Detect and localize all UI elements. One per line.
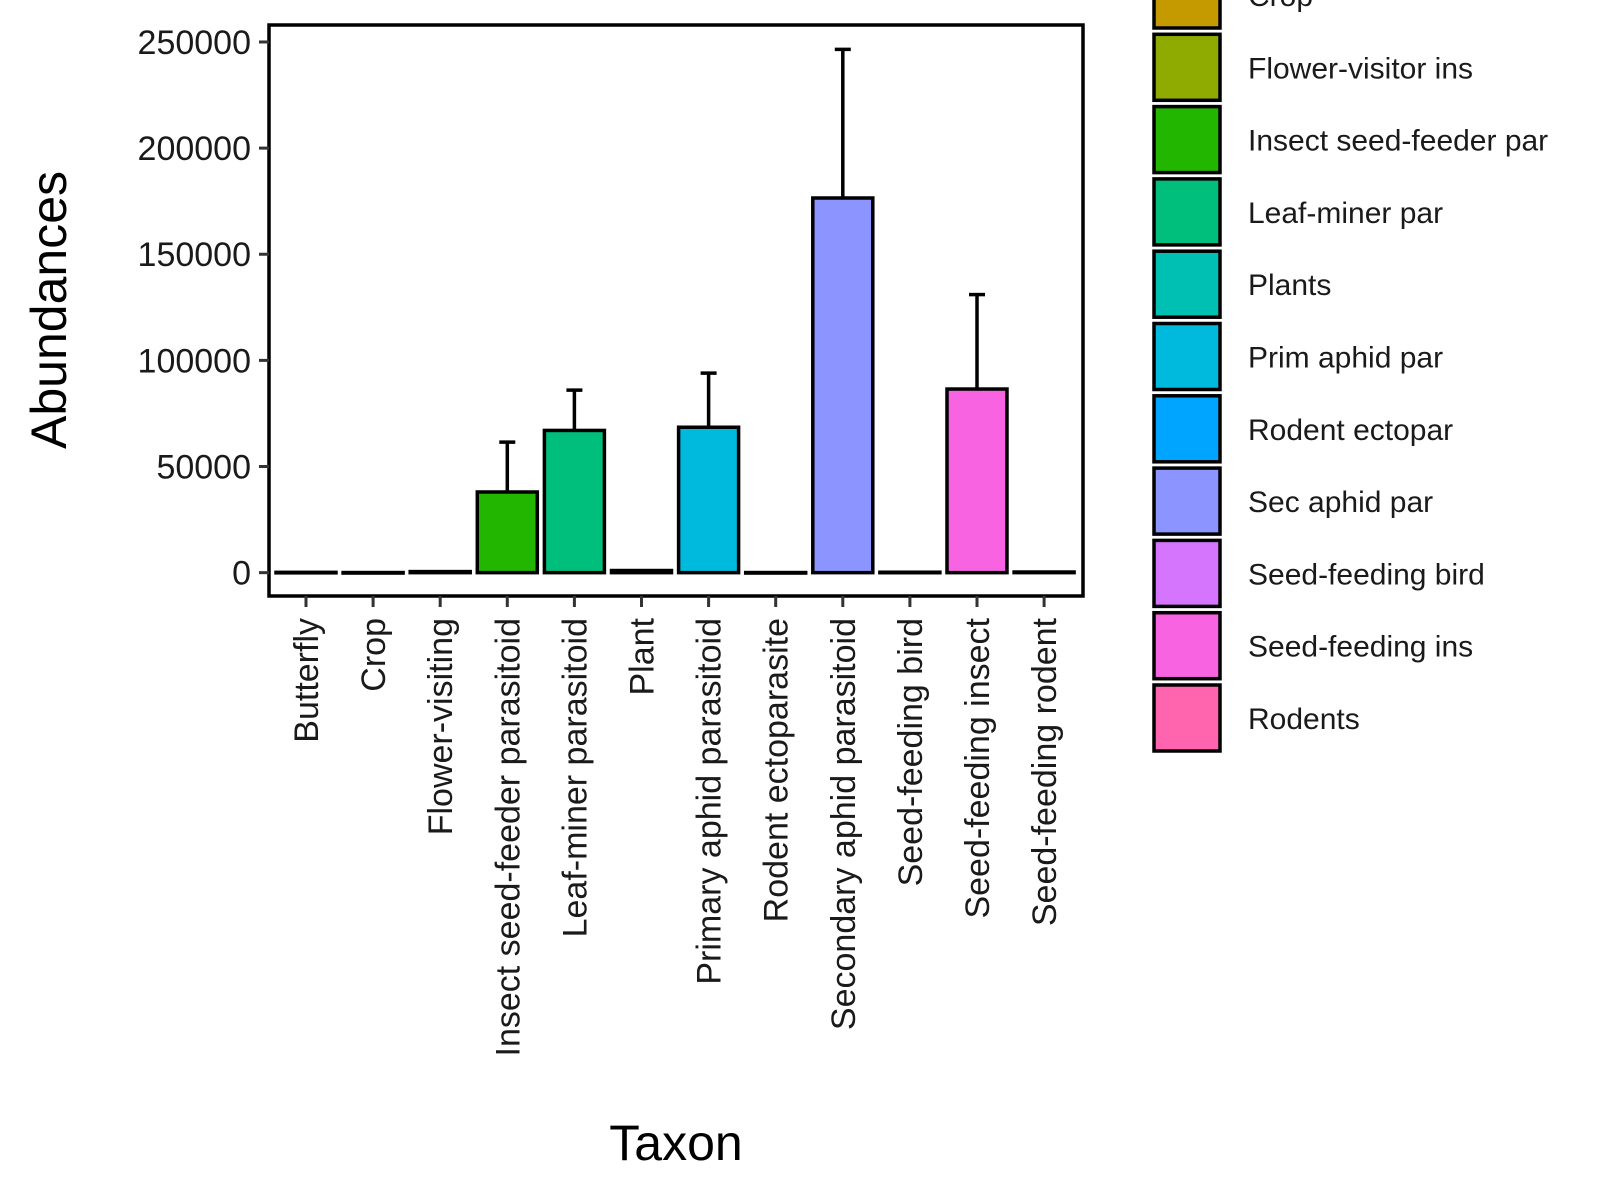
x-tick-label-10: Seed-feeding insect (959, 617, 997, 918)
y-axis: 0 50000 100000 150000 200000 250000 (138, 24, 269, 593)
legend-label-10: Rodents (1248, 703, 1360, 736)
legend-label-9: Seed-feeding ins (1248, 631, 1473, 664)
y-tick-label-3: 150000 (138, 236, 251, 274)
bar-4 (542, 428, 607, 575)
legend-item-5: Prim aphid par (1152, 321, 1443, 392)
bar-9 (878, 570, 942, 575)
error-bar-10 (969, 292, 985, 390)
legend-key-7 (1152, 466, 1222, 536)
y-tick-label-1: 50000 (156, 449, 251, 487)
legend-item-7: Sec aphid par (1152, 466, 1433, 536)
legend-key-2 (1152, 104, 1222, 175)
legend-item-2: Insect seed-feeder par (1152, 104, 1548, 175)
bars-layer (274, 196, 1076, 575)
error-bar-4 (566, 388, 583, 431)
error-bar-6 (700, 371, 717, 428)
x-tick-label-3: Insect seed-feeder parasitoid (489, 618, 527, 1056)
legend-key-5 (1152, 321, 1222, 392)
legend: Crop Flower-visitor ins Insect seed-feeder… (1152, 0, 1548, 753)
legend-label-0: Crop (1248, 0, 1313, 13)
y-tick-label-2: 100000 (138, 342, 251, 380)
x-axis-title: Taxon (609, 1115, 742, 1171)
legend-key-3 (1152, 177, 1222, 247)
x-tick-label-8: Secondary aphid parasitoid (825, 618, 863, 1030)
y-tick-label-4: 200000 (138, 130, 251, 168)
legend-item-3: Leaf-miner par (1152, 177, 1443, 247)
legend-key-1 (1152, 32, 1222, 103)
x-tick-label-1: Crop (355, 618, 393, 692)
bar-6 (676, 425, 741, 575)
bar-3 (475, 490, 540, 575)
bar-10 (945, 387, 1009, 575)
x-tick-label-2: Flower-visiting (422, 618, 460, 835)
legend-label-2: Insect seed-feeder par (1248, 125, 1548, 158)
legend-label-1: Flower-visitor ins (1248, 52, 1473, 85)
y-tick-label-5: 250000 (138, 24, 251, 62)
bar-8 (811, 196, 875, 575)
legend-key-8 (1152, 538, 1222, 609)
legend-key-10 (1152, 683, 1222, 753)
bar-0 (274, 570, 338, 575)
x-tick-label-6: Primary aphid parasitoid (691, 618, 729, 985)
error-bar-8 (834, 47, 851, 198)
legend-label-6: Rodent ectopar (1248, 414, 1453, 447)
legend-item-10: Rodents (1152, 683, 1360, 753)
y-tick-label-0: 0 (232, 555, 251, 593)
x-tick-label-7: Rodent ectoparasite (758, 618, 796, 922)
legend-key-9 (1152, 610, 1222, 681)
plot-panel-border (267, 23, 1085, 598)
y-axis-title: Abundances (21, 171, 77, 449)
legend-item-4: Plants (1152, 249, 1331, 319)
x-tick-label-11: Seed-feeding rodent (1026, 617, 1064, 926)
x-tick-label-5: Plant (624, 617, 662, 695)
legend-key-6 (1152, 394, 1222, 464)
error-bars-layer (499, 47, 985, 492)
legend-item-0: Crop (1152, 0, 1313, 30)
x-tick-label-9: Seed-feeding bird (892, 618, 930, 886)
bar-2 (408, 569, 472, 575)
legend-label-4: Plants (1248, 269, 1331, 302)
legend-key-0 (1152, 0, 1222, 30)
legend-label-3: Leaf-miner par (1248, 197, 1443, 230)
bar-11 (1012, 570, 1076, 575)
x-tick-label-4: Leaf-miner parasitoid (556, 618, 594, 937)
legend-label-7: Sec aphid par (1248, 486, 1433, 519)
legend-label-5: Prim aphid par (1248, 342, 1443, 375)
error-bar-3 (499, 440, 516, 492)
legend-item-1: Flower-visitor ins (1152, 32, 1473, 103)
x-axis: Butterfly Crop Flower-visiting Insect seed-… (288, 596, 1064, 1056)
bar-1 (341, 570, 405, 575)
legend-item-9: Seed-feeding ins (1152, 610, 1473, 681)
bar-7 (743, 570, 808, 575)
legend-key-4 (1152, 249, 1222, 319)
legend-item-6: Rodent ectopar (1152, 394, 1453, 464)
x-tick-label-0: Butterfly (288, 618, 326, 743)
legend-label-8: Seed-feeding bird (1248, 558, 1485, 591)
legend-item-8: Seed-feeding bird (1152, 538, 1485, 609)
bar-5 (609, 568, 674, 575)
